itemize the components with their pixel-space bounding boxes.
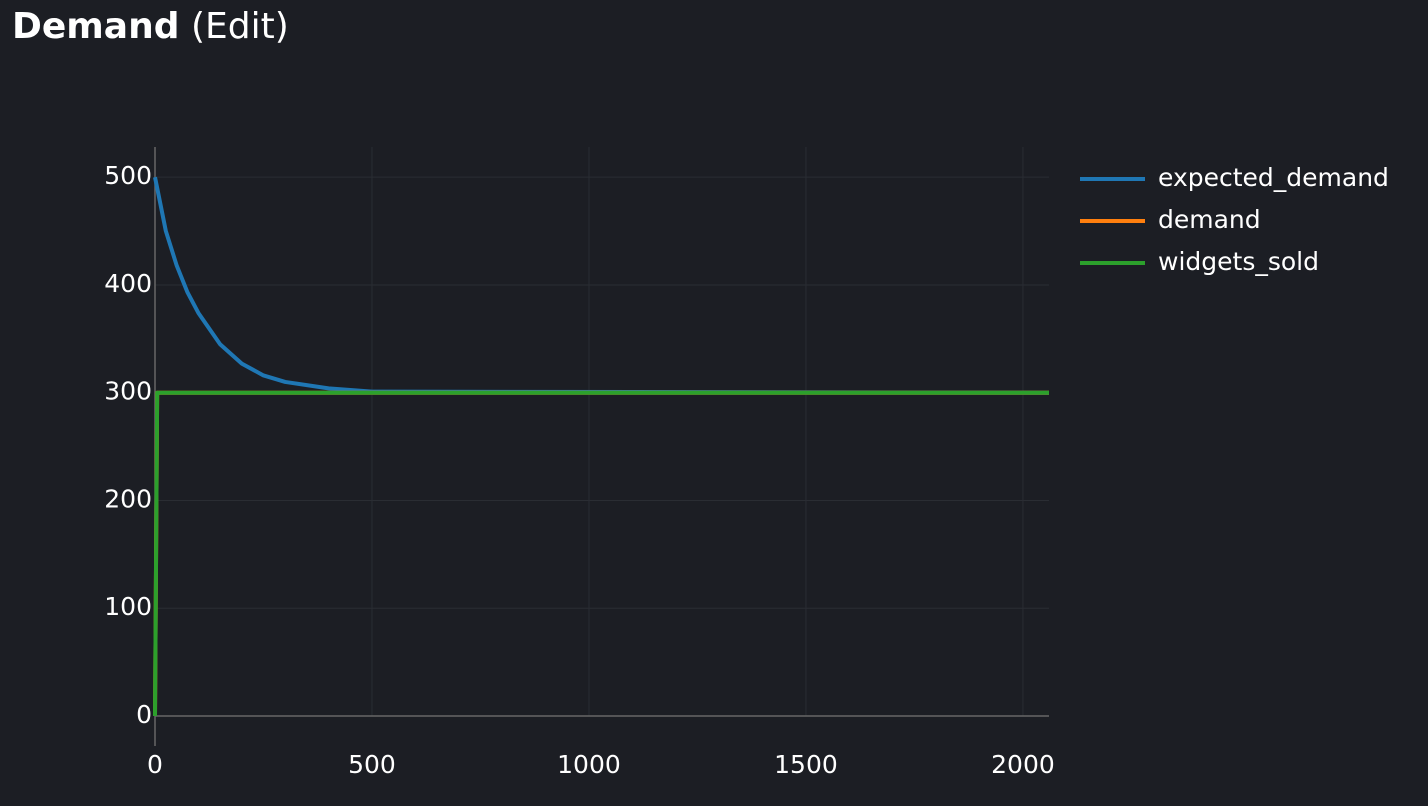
y-tick-label: 300 [104,377,152,406]
x-tick-label: 500 [348,750,396,779]
x-tick-label: 0 [147,750,163,779]
series-line [153,176,1050,395]
y-tick-label: 0 [136,700,152,729]
chart-title: Demand [12,6,180,47]
y-tick-label: 400 [104,269,152,298]
header: Demand (Edit) [12,6,289,47]
x-tick-label: 1500 [774,750,838,779]
legend-label: expected_demand [1158,163,1389,192]
series-line [153,390,1049,717]
series-line [153,390,1049,717]
x-tick-label: 2000 [991,750,1055,779]
y-tick-label: 200 [104,484,152,513]
y-tick-label: 500 [104,161,152,190]
legend-label: demand [1158,205,1261,234]
y-tick-label: 100 [104,592,152,621]
edit-link[interactable]: (Edit) [190,6,289,47]
x-tick-label: 1000 [557,750,621,779]
legend-label: widgets_sold [1158,247,1319,276]
